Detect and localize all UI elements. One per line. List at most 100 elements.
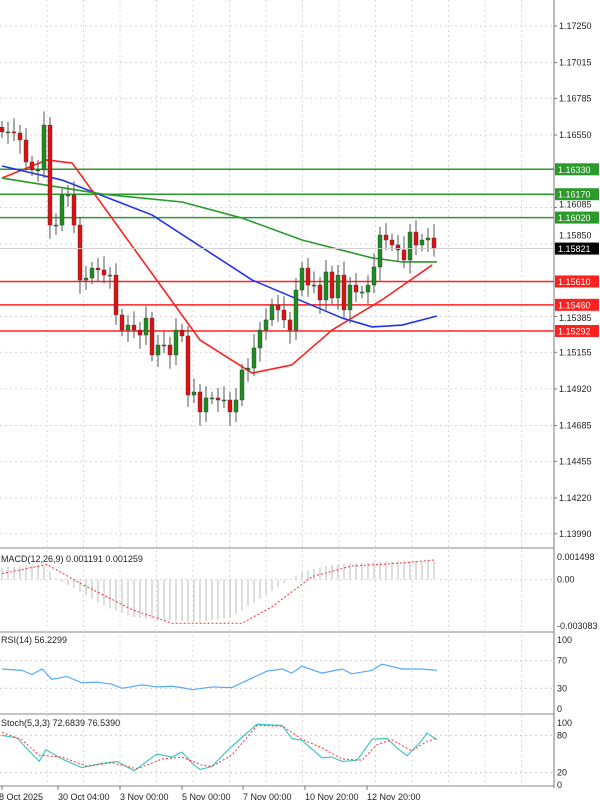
candle-body [167, 344, 173, 356]
candle [281, 296, 287, 329]
macd-tick-label: -0.003083 [557, 621, 598, 631]
macd-panel[interactable] [1, 559, 435, 624]
candle-body [29, 161, 35, 171]
candle-body [131, 324, 137, 331]
candle [209, 391, 215, 405]
candle-body [77, 224, 83, 281]
candle-body [83, 277, 89, 281]
candle [203, 386, 209, 422]
date-tick-label: 3 Nov 00:00 [120, 792, 169, 802]
candle [323, 260, 329, 310]
candle [239, 363, 245, 407]
candle-body [299, 267, 305, 291]
candle [77, 216, 83, 294]
candle-body [137, 329, 143, 336]
candle-body [95, 267, 101, 271]
price-tick-label: 1.14220 [559, 493, 592, 503]
level-price-label: 1.16170 [558, 190, 591, 200]
candle [227, 391, 233, 426]
current-price-tag [555, 242, 599, 255]
candle-body [185, 335, 191, 396]
candle [251, 334, 257, 377]
candle [221, 386, 227, 409]
candle [149, 311, 155, 362]
candle [47, 116, 53, 239]
candle [5, 121, 11, 144]
price-tick-label: 1.15385 [559, 313, 592, 323]
macd-tick-label: 0.00 [557, 575, 575, 585]
price-tick-label: 1.16550 [559, 130, 592, 140]
candle-body [239, 369, 245, 401]
price-tick-label: 1.13990 [559, 529, 592, 539]
level-price-label: 1.15460 [558, 300, 591, 310]
candle-body [389, 239, 395, 246]
candle [131, 311, 137, 339]
date-tick-label: 7 Nov 00:00 [243, 792, 292, 802]
candle [359, 285, 365, 299]
price-tick-label: 1.15850 [559, 231, 592, 241]
rsi-panel[interactable] [1, 663, 438, 691]
candle-body [47, 124, 53, 226]
candle-body [197, 391, 203, 413]
stoch-tick-label: 20 [557, 768, 567, 778]
candle [269, 298, 275, 327]
candle-body [71, 194, 77, 226]
level-tag [555, 188, 599, 201]
date-tick-label: 30 Oct 04:00 [58, 792, 110, 802]
candle-body [353, 284, 359, 293]
stoch-d-line [1, 724, 438, 770]
candle [257, 321, 263, 362]
candle-body [311, 284, 317, 287]
candle-body [173, 329, 179, 356]
level-price-label: 1.15292 [558, 326, 591, 336]
date-tick-label: 12 Nov 20:00 [367, 792, 421, 802]
candle [191, 378, 197, 404]
candle-body [143, 317, 149, 336]
candle [329, 265, 335, 305]
level-tag [555, 324, 599, 337]
candle-body [371, 266, 377, 286]
price-panel[interactable] [0, 111, 554, 426]
candle [29, 155, 35, 177]
candle [71, 181, 77, 234]
price-tick-label: 1.17250 [559, 21, 592, 31]
candle-body [317, 284, 323, 301]
candle-body [89, 267, 95, 279]
candle-body [155, 344, 161, 356]
rsi-tick-label: 0 [557, 704, 562, 714]
candle-body [125, 324, 131, 331]
moving-average-line [1, 177, 437, 263]
candle [41, 111, 47, 179]
candle [35, 159, 41, 182]
candle [293, 278, 299, 341]
current-price-label: 1.15821 [558, 244, 591, 254]
candle [353, 273, 359, 303]
candle [17, 124, 23, 154]
candle [23, 128, 29, 172]
candle [197, 383, 203, 426]
candle [317, 276, 323, 314]
candle [347, 276, 353, 324]
candle [167, 336, 173, 369]
candle-body [203, 397, 209, 413]
candle [305, 258, 311, 297]
candle [161, 331, 167, 354]
candle [431, 224, 437, 257]
rsi-tick-label: 100 [557, 635, 572, 645]
candle-body [53, 224, 59, 227]
stochastic-panel[interactable] [1, 723, 438, 772]
candle-body [275, 304, 281, 311]
candle-body [425, 237, 431, 241]
candle [155, 335, 161, 367]
level-price-label: 1.16020 [558, 213, 591, 223]
candle-body [161, 344, 167, 347]
rsi-line [1, 663, 438, 691]
candle-body [5, 131, 11, 134]
candle-body [365, 284, 371, 293]
date-tick-label: 28 Oct 2025 [0, 792, 43, 802]
candle-body [335, 274, 341, 299]
candle [185, 326, 191, 407]
candle [107, 266, 113, 289]
candle [233, 388, 239, 422]
